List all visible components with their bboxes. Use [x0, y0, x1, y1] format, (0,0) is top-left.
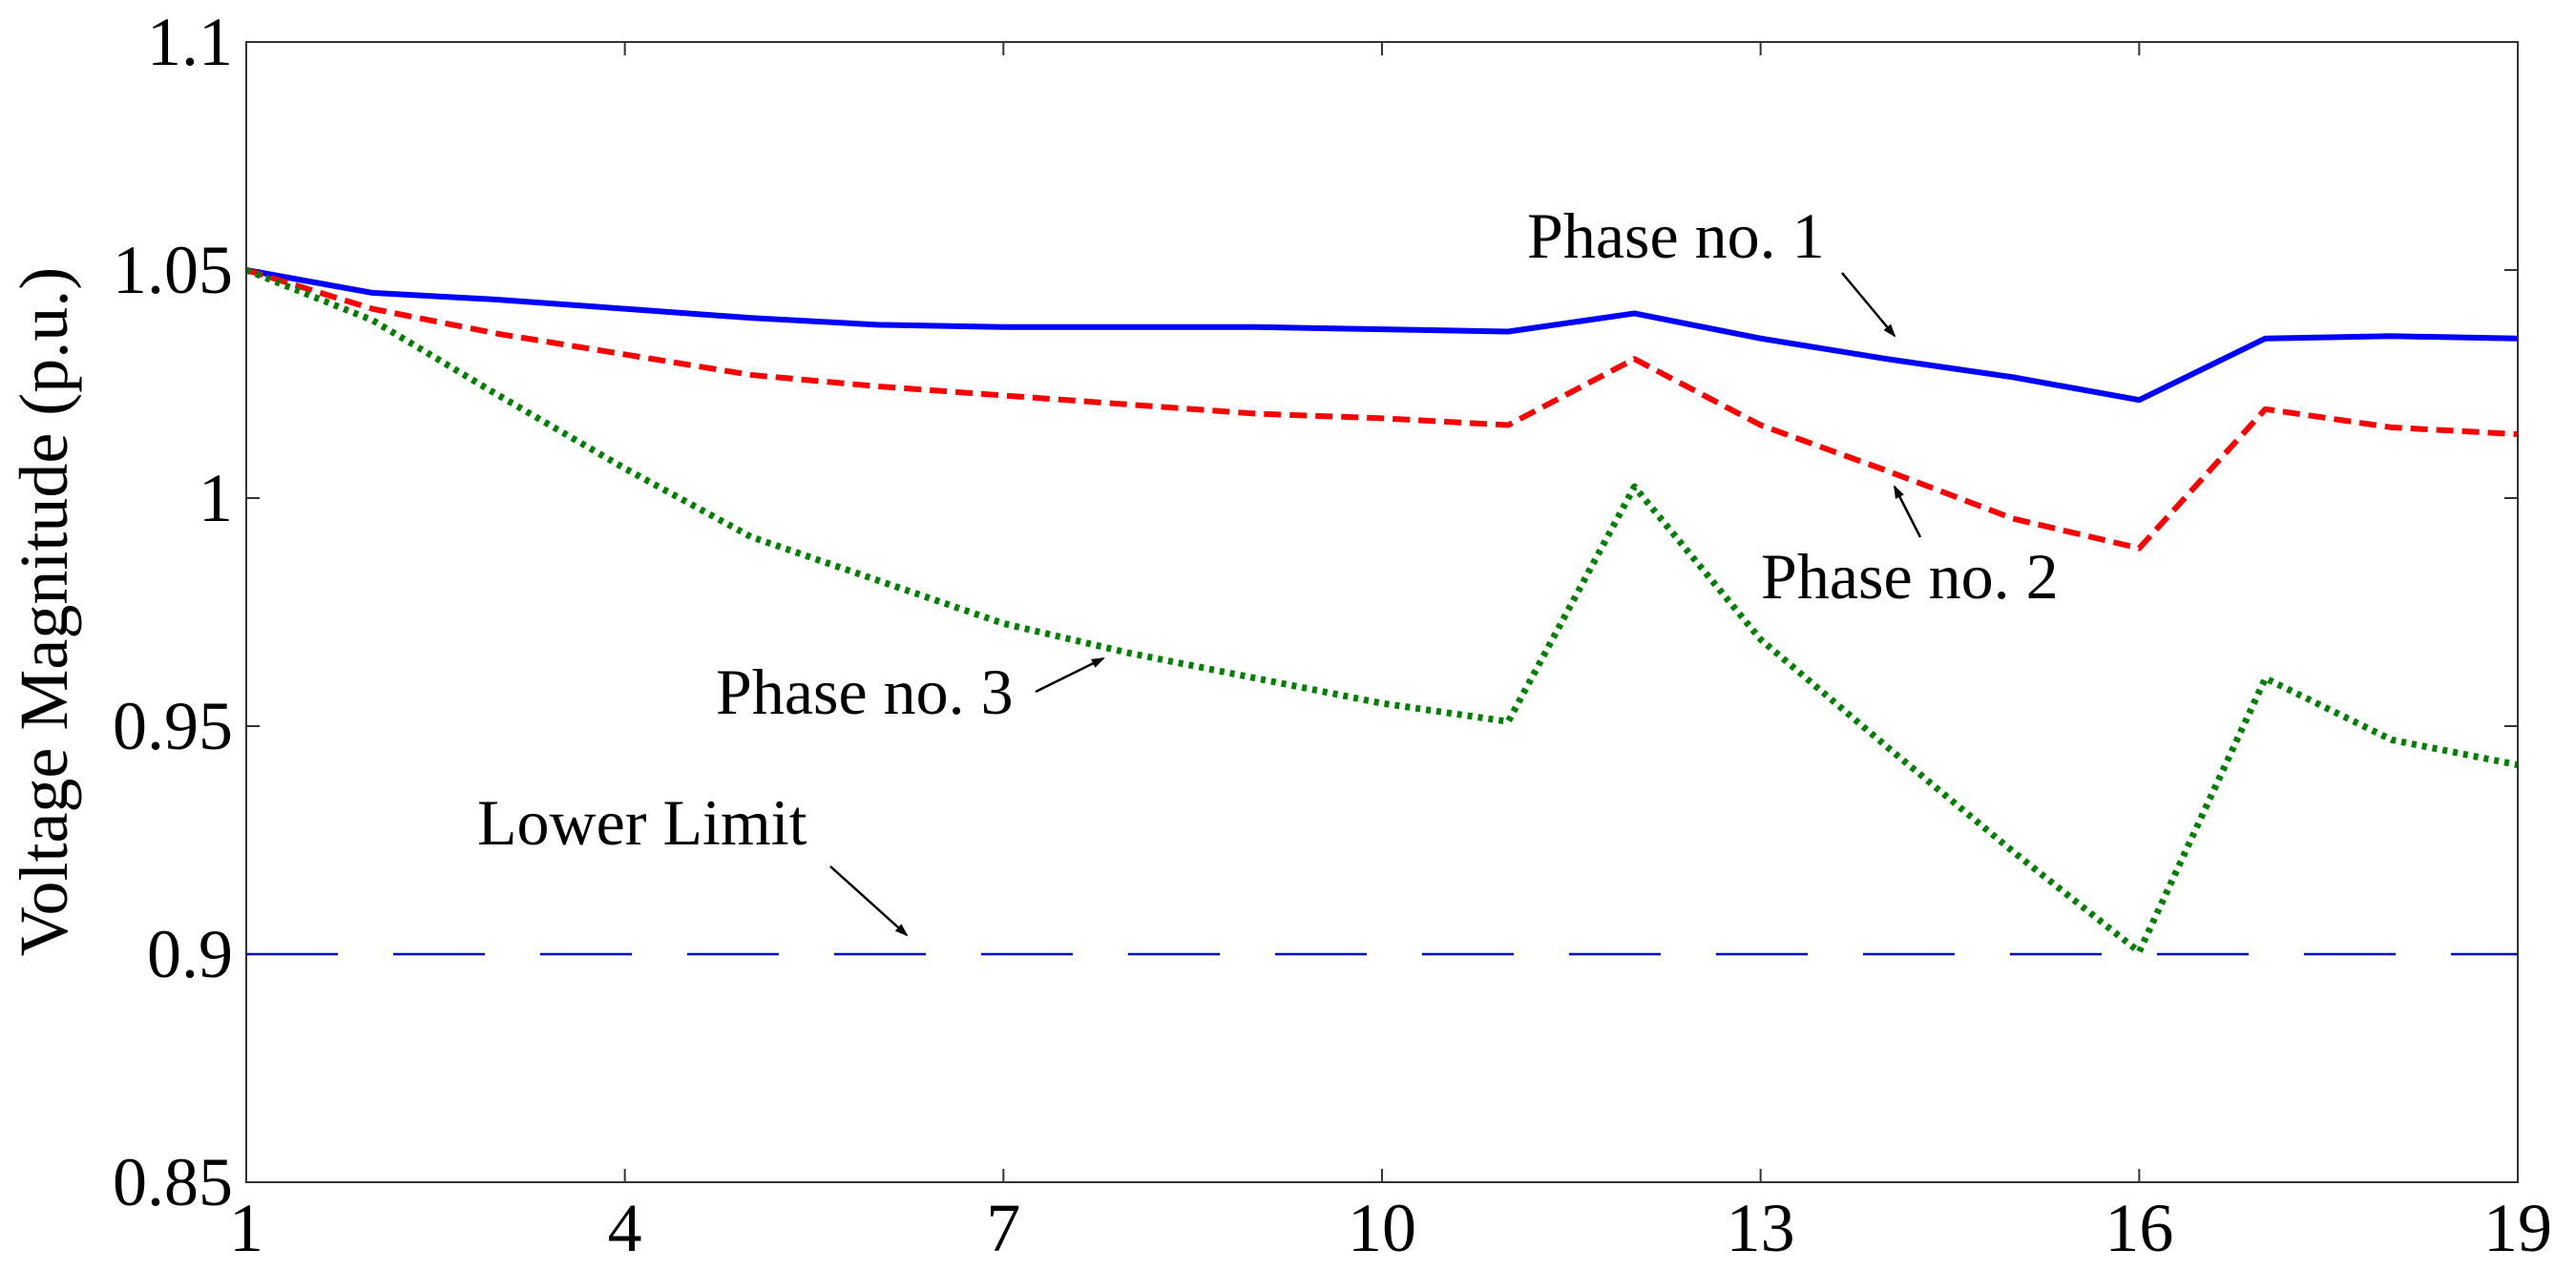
y-tick-label: 0.9 — [147, 916, 233, 992]
annotation-phase-1: Phase no. 1 — [1527, 199, 1825, 272]
arrow-lower-limit — [829, 865, 909, 937]
series-line-phase-no-2 — [245, 267, 2519, 552]
y-tick-label: 1 — [199, 460, 233, 536]
annotation-lower-limit: Lower Limit — [477, 786, 807, 859]
annotation-phase-3: Phase no. 3 — [716, 656, 1014, 728]
plot-frame — [245, 41, 2519, 1183]
arrow-phase-1 — [1841, 272, 1896, 338]
x-tick-label: 13 — [1727, 1190, 1795, 1266]
x-tick-label: 16 — [2105, 1190, 2173, 1266]
x-tick-label: 19 — [2483, 1190, 2552, 1266]
y-tick-label: 1.1 — [147, 4, 233, 80]
arrow-phase-3 — [1035, 656, 1105, 694]
series-line-phase-no-1 — [245, 267, 2519, 404]
series-layer — [244, 266, 2519, 956]
y-tick-label: 1.05 — [113, 232, 233, 308]
y-tick-label: 0.85 — [113, 1144, 233, 1220]
x-tick-label: 4 — [608, 1190, 642, 1266]
arrow-phase-2 — [1893, 485, 1922, 538]
y-tick-label: 0.95 — [113, 688, 233, 764]
x-tick-label: 7 — [986, 1190, 1020, 1266]
ticks-layer: 1 4 7 10 13 16 19 0.85 0.9 0.95 1 1.05 1.1 — [113, 4, 2552, 1266]
x-tick-label: 1 — [229, 1190, 263, 1266]
y-axis-label: Voltage Magnitude (p.u.) — [6, 267, 82, 957]
x-tick-label: 10 — [1348, 1190, 1416, 1266]
annotation-phase-2: Phase no. 2 — [1761, 540, 2059, 613]
